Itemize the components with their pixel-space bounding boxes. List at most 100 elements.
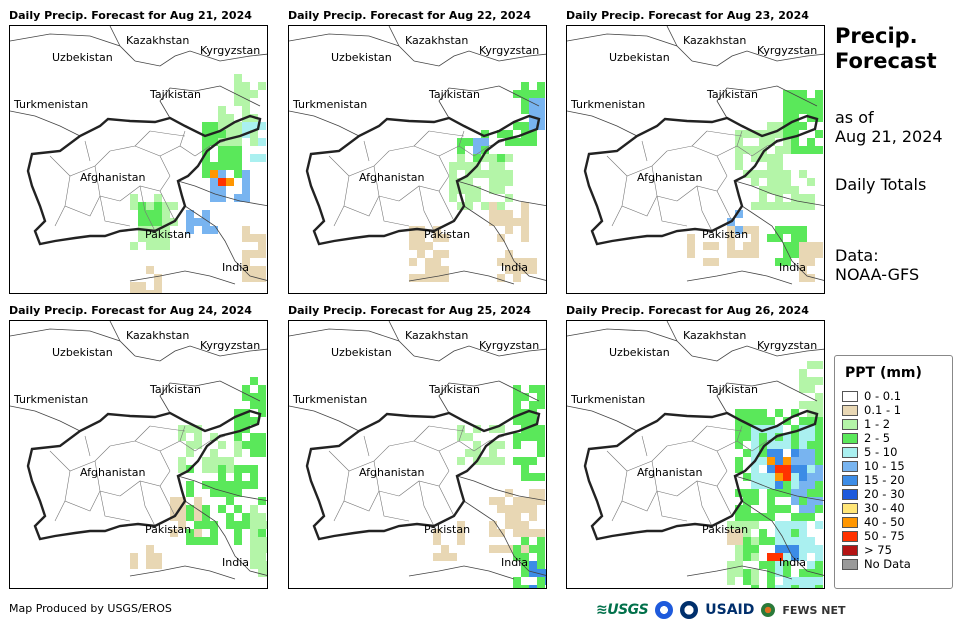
precip-cell: [791, 226, 799, 234]
precip-cell: [505, 178, 513, 186]
precip-cell: [513, 505, 521, 513]
precip-cell: [481, 170, 489, 178]
precip-cell: [815, 106, 823, 114]
precip-cell: [687, 250, 695, 258]
precip-cell: [202, 537, 210, 545]
as-of-value: Aug 21, 2024: [835, 127, 943, 146]
legend-label: 40 - 50: [864, 515, 905, 529]
precip-cell: [799, 417, 807, 425]
precip-cell: [783, 545, 791, 553]
province-boundary: [398, 470, 450, 497]
precip-cells: [130, 377, 267, 577]
precip-cell: [521, 218, 529, 226]
precip-cell: [751, 130, 759, 138]
precip-cell: [521, 497, 529, 505]
precip-cell: [759, 154, 767, 162]
precip-cell: [242, 274, 250, 282]
country-label-pakistan: Pakistan: [702, 228, 748, 241]
precip-cell: [489, 186, 497, 194]
precip-cell: [234, 98, 242, 106]
precip-cell: [433, 274, 441, 282]
country-boundary: [289, 110, 360, 137]
panel-title-3: Daily Precip. Forecast for Aug 23, 2024: [566, 9, 809, 22]
precip-cell: [743, 545, 751, 553]
precip-cell: [481, 154, 489, 162]
precip-cell: [242, 417, 250, 425]
country-boundary: [567, 110, 638, 137]
precip-cell: [146, 242, 154, 250]
precip-cell: [210, 529, 218, 537]
precip-cell: [537, 537, 545, 545]
precip-cell: [481, 130, 489, 138]
precip-cell: [791, 577, 799, 585]
precip-cell: [194, 425, 202, 433]
precip-cell: [799, 473, 807, 481]
precip-cell: [226, 497, 234, 505]
precip-cell: [210, 521, 218, 529]
province-boundary: [54, 500, 66, 522]
precip-cell: [489, 529, 497, 537]
precip-cell: [743, 497, 751, 505]
precip-cell: [767, 577, 775, 585]
country-boundary: [177, 475, 267, 502]
precip-cell: [409, 274, 417, 282]
precip-cell: [250, 393, 258, 401]
precip-cell: [807, 274, 815, 282]
panel-title-1: Daily Precip. Forecast for Aug 21, 2024: [9, 9, 252, 22]
legend-swatch: [842, 503, 858, 514]
country-boundary: [10, 328, 136, 357]
precip-cell: [727, 242, 735, 250]
precip-cell: [194, 218, 202, 226]
precip-cell: [242, 194, 250, 202]
precip-cell: [513, 138, 521, 146]
precip-cell: [449, 186, 457, 194]
precip-cell: [258, 234, 266, 242]
precip-cell: [791, 473, 799, 481]
precip-cell: [146, 266, 154, 274]
province-boundary: [343, 175, 380, 217]
precip-cell: [529, 513, 537, 521]
country-boundary: [716, 85, 818, 119]
precip-cell: [783, 569, 791, 577]
precip-cell: [815, 433, 823, 441]
precip-cell: [759, 194, 767, 202]
precip-cell: [807, 505, 815, 513]
country-boundary: [567, 405, 638, 432]
precip-cell: [513, 577, 521, 585]
nasa-seal-icon: [680, 601, 699, 619]
precip-cell: [791, 186, 799, 194]
precip-cell: [759, 146, 767, 154]
precip-cell: [202, 154, 210, 162]
precip-cell: [815, 561, 823, 569]
precip-cell: [815, 505, 823, 513]
precip-cell: [425, 258, 433, 266]
precip-cell: [202, 146, 210, 154]
legend-swatch: [842, 545, 858, 556]
precip-cell: [473, 154, 481, 162]
precip-cell: [807, 178, 815, 186]
precip-cell: [775, 465, 783, 473]
precip-cell: [258, 521, 266, 529]
country-label-afghanistan: Afghanistan: [359, 466, 425, 479]
precip-cell: [775, 202, 783, 210]
precip-cell: [130, 194, 138, 202]
precip-cell: [799, 529, 807, 537]
precip-cell: [162, 202, 170, 210]
precip-cell: [162, 218, 170, 226]
precip-cell: [154, 234, 162, 242]
precip-cell: [735, 425, 743, 433]
legend-item: 30 - 40: [842, 501, 905, 515]
precip-cell: [767, 122, 775, 130]
precip-cell: [783, 433, 791, 441]
precip-cell: [783, 250, 791, 258]
precip-cell: [234, 90, 242, 98]
precip-cell: [218, 154, 226, 162]
precip-cell: [799, 465, 807, 473]
precip-cell: [751, 473, 759, 481]
country-boundary: [129, 565, 236, 580]
precip-cell: [226, 521, 234, 529]
precip-cell: [751, 178, 759, 186]
precip-cell: [807, 545, 815, 553]
precip-cell: [178, 457, 186, 465]
country-label-india: India: [779, 556, 806, 569]
